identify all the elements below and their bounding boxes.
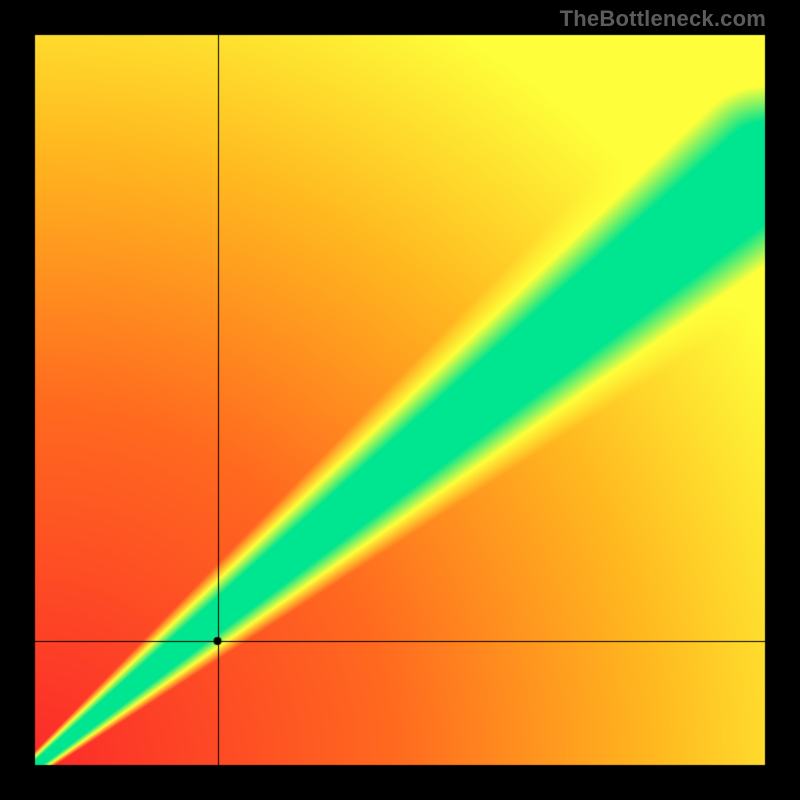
heatmap-canvas <box>0 0 800 800</box>
root-container: TheBottleneck.com <box>0 0 800 800</box>
watermark-text: TheBottleneck.com <box>560 6 766 32</box>
